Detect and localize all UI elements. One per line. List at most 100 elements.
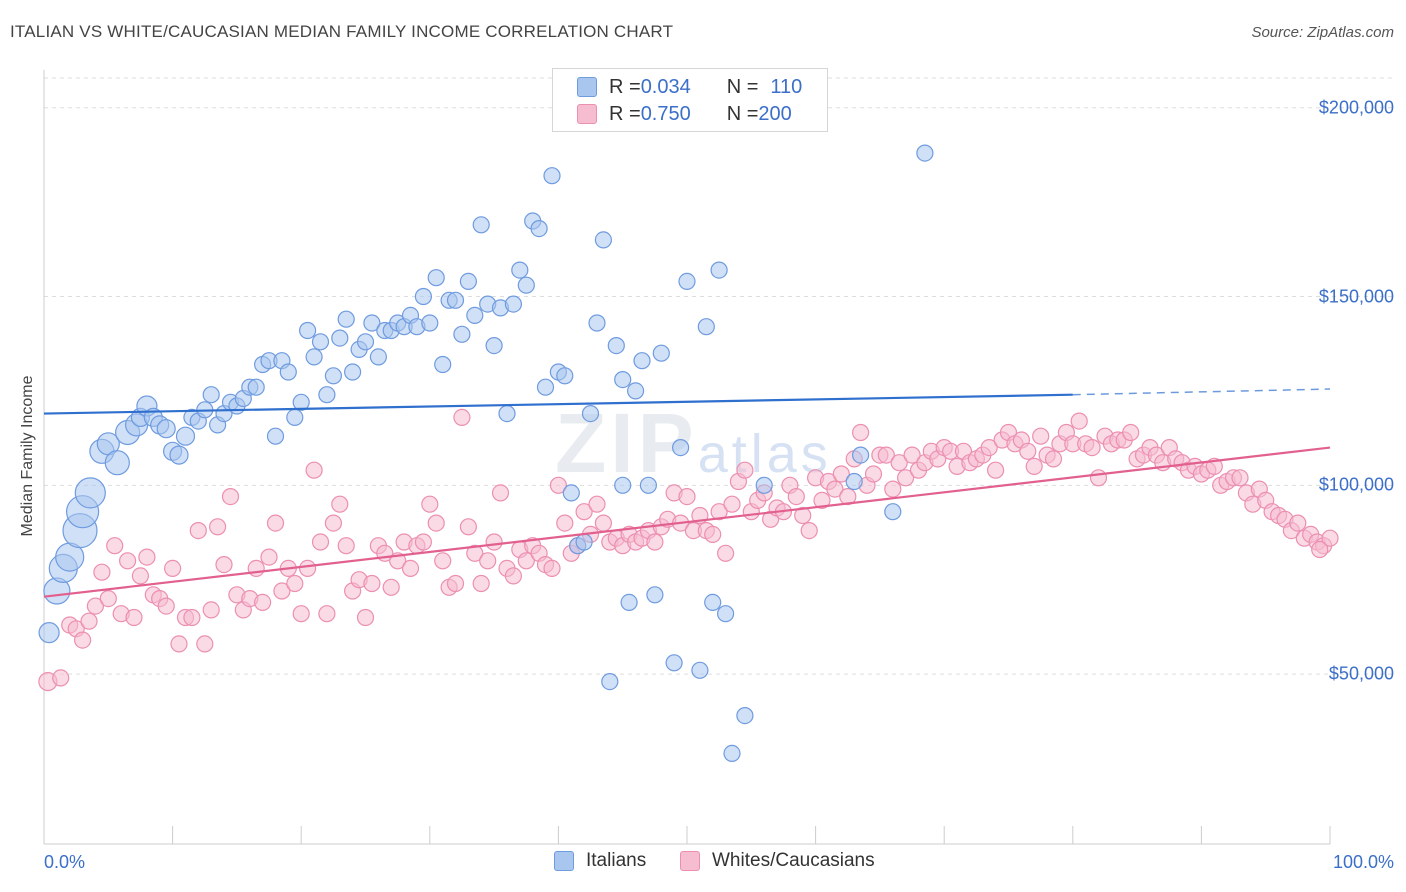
y-tick-label: $50,000	[1328, 663, 1394, 684]
italians-point	[459, 272, 477, 290]
whites-point	[286, 574, 304, 593]
italians-point	[434, 355, 452, 374]
watermark: ZIPatlas	[555, 396, 832, 490]
whites-point	[466, 544, 484, 562]
legend-n-label: N =	[726, 75, 759, 98]
italians-point	[318, 386, 336, 404]
legend-swatch-italians	[577, 77, 597, 97]
italians-point	[344, 363, 362, 381]
whites-point	[99, 589, 117, 608]
italians-point	[453, 325, 471, 343]
legend-r-label: R =	[609, 102, 641, 125]
x-tick-label: 0.0%	[44, 852, 86, 872]
bottom-legend-whites-label: Whites/Caucasians	[712, 850, 875, 871]
series-italians-points	[38, 144, 934, 763]
whites-point	[170, 635, 188, 653]
whites-point	[1032, 427, 1050, 445]
whites-point	[787, 488, 805, 506]
italians-point	[279, 363, 297, 381]
whites-point	[723, 495, 741, 513]
whites-point	[86, 597, 105, 615]
whites-point	[716, 544, 735, 562]
whites-point	[485, 533, 503, 551]
whites-point	[414, 533, 432, 551]
italians-trend-line	[43, 393, 1073, 415]
italians-trend-extension	[1072, 388, 1331, 396]
whites-point	[877, 446, 895, 464]
italians-point	[331, 329, 349, 347]
whites-point	[504, 567, 523, 585]
whites-point	[794, 506, 812, 525]
legend-r-value: 0.750	[640, 102, 691, 125]
italians-point	[414, 287, 432, 306]
bottom-swatch-italians	[554, 851, 574, 871]
grid-lines	[44, 77, 1392, 675]
italians-point	[511, 261, 529, 279]
legend-n-value: 110	[770, 75, 803, 98]
whites-point	[851, 423, 870, 442]
whites-point	[299, 559, 317, 578]
whites-point	[118, 552, 137, 570]
italians-point	[472, 216, 490, 234]
whites-point	[556, 514, 574, 532]
whites-point	[884, 480, 902, 498]
italians-point	[427, 269, 445, 287]
italians-point	[697, 318, 715, 336]
whites-point	[517, 552, 535, 570]
whites-point	[106, 537, 124, 555]
italians-point	[446, 291, 465, 309]
whites-point	[594, 514, 613, 532]
whites-point	[318, 605, 336, 623]
x-tick-label: 100.0%	[1332, 852, 1394, 872]
italians-point	[466, 306, 484, 324]
y-axis-label: Median Family Income	[19, 375, 36, 537]
whites-point	[311, 533, 330, 551]
legend-n-value: 200	[758, 102, 792, 125]
whites-point	[157, 597, 175, 615]
italians-point	[175, 426, 196, 446]
whites-point	[337, 537, 355, 555]
bottom-legend-whites: Whites/Caucasians	[680, 850, 875, 872]
italians-point	[299, 321, 317, 340]
bottom-legend-italians-label: Italians	[586, 850, 647, 871]
whites-point	[839, 488, 857, 506]
whites-point	[1025, 457, 1043, 475]
y-tick-label: $100,000	[1318, 474, 1394, 495]
italians-point	[485, 337, 503, 355]
whites-point	[164, 559, 182, 578]
legend-swatch-whites	[577, 104, 597, 124]
whites-point	[305, 461, 323, 479]
italians-point	[247, 378, 265, 396]
whites-point	[543, 559, 561, 578]
italians-point	[736, 706, 754, 725]
whites-point	[1321, 529, 1339, 547]
italians-point	[614, 371, 632, 389]
italians-point	[704, 593, 722, 612]
italians-point	[363, 314, 381, 332]
whites-point	[1089, 469, 1108, 487]
italians-point	[755, 476, 773, 494]
whites-point	[73, 631, 92, 649]
italians-point	[286, 408, 304, 426]
series-whites-points	[38, 408, 1339, 692]
italians-point	[851, 446, 870, 464]
whites-point	[1070, 412, 1088, 430]
whites-point	[421, 495, 439, 513]
whites-point	[189, 521, 207, 540]
italians-point	[156, 419, 176, 439]
trend-lines	[43, 388, 1331, 598]
italians-point	[633, 352, 651, 370]
italians-point	[324, 367, 342, 385]
italians-point	[356, 333, 375, 351]
whites-point	[491, 484, 510, 502]
whites-point	[832, 465, 850, 483]
whites-point	[382, 578, 400, 596]
bottom-legend-italians: Italians	[554, 850, 646, 872]
whites-point	[446, 574, 465, 593]
whites-point	[324, 514, 342, 532]
whites-point	[800, 521, 818, 540]
whites-point	[736, 461, 754, 479]
legend-row-italians: R = 0.034 N = 110	[577, 74, 802, 100]
legend-r-label: R =	[609, 75, 641, 98]
legend-r-value: 0.034	[640, 75, 691, 98]
